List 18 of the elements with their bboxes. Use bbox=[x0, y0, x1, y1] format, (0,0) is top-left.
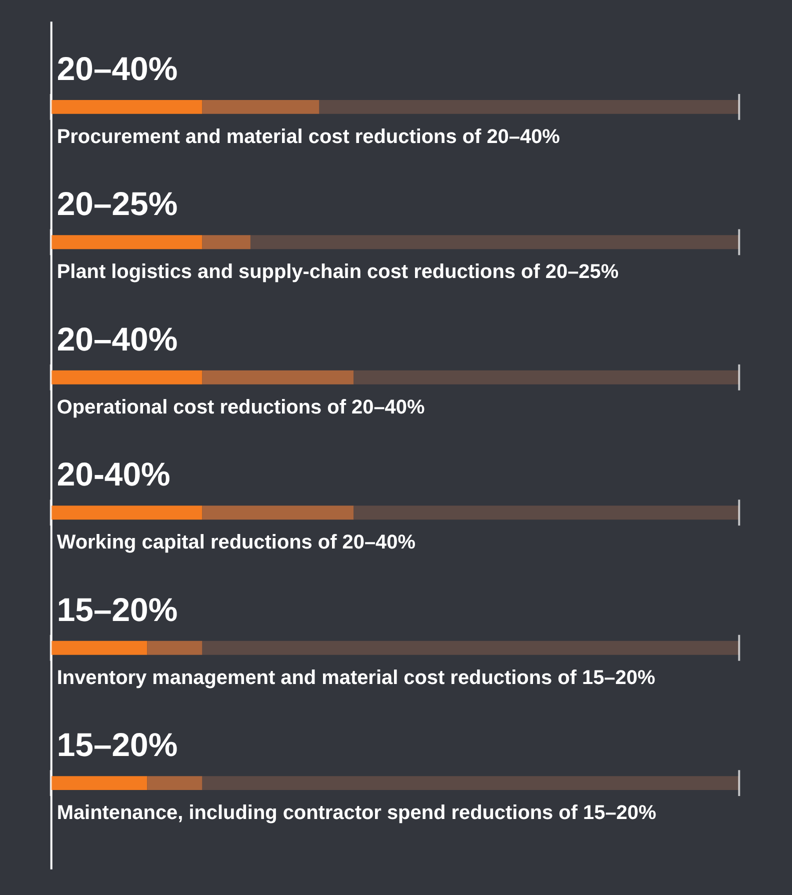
annotation: 20–40% bbox=[56, 320, 178, 358]
bar bbox=[202, 235, 250, 250]
y-tick-label: Working capital reductions of 20–40% bbox=[56, 532, 416, 554]
bar bbox=[202, 370, 354, 384]
y-tick-label: Inventory management and material cost reductions of 15–20% bbox=[56, 666, 656, 689]
annotation: 20–25% bbox=[56, 185, 178, 222]
y-tick-label: Operational cost reductions of 20–40% bbox=[56, 396, 425, 418]
y-tick-label: Procurement and material cost reductions of 20–40% bbox=[56, 126, 560, 148]
bar bbox=[202, 506, 354, 520]
y-tick-label: Plant logistics and supply-chain cost reductions of 20–25% bbox=[56, 261, 619, 284]
annotation: 15–20% bbox=[56, 726, 178, 764]
annotation: 20–40% bbox=[56, 50, 178, 88]
annotation: 20-40% bbox=[56, 456, 170, 493]
bar bbox=[202, 100, 320, 114]
annotation: 15–20% bbox=[56, 590, 178, 628]
y-tick-label: Maintenance, including contractor spend reductions of 15–20% bbox=[56, 802, 656, 824]
bar bbox=[147, 776, 202, 790]
bar bbox=[147, 640, 202, 655]
